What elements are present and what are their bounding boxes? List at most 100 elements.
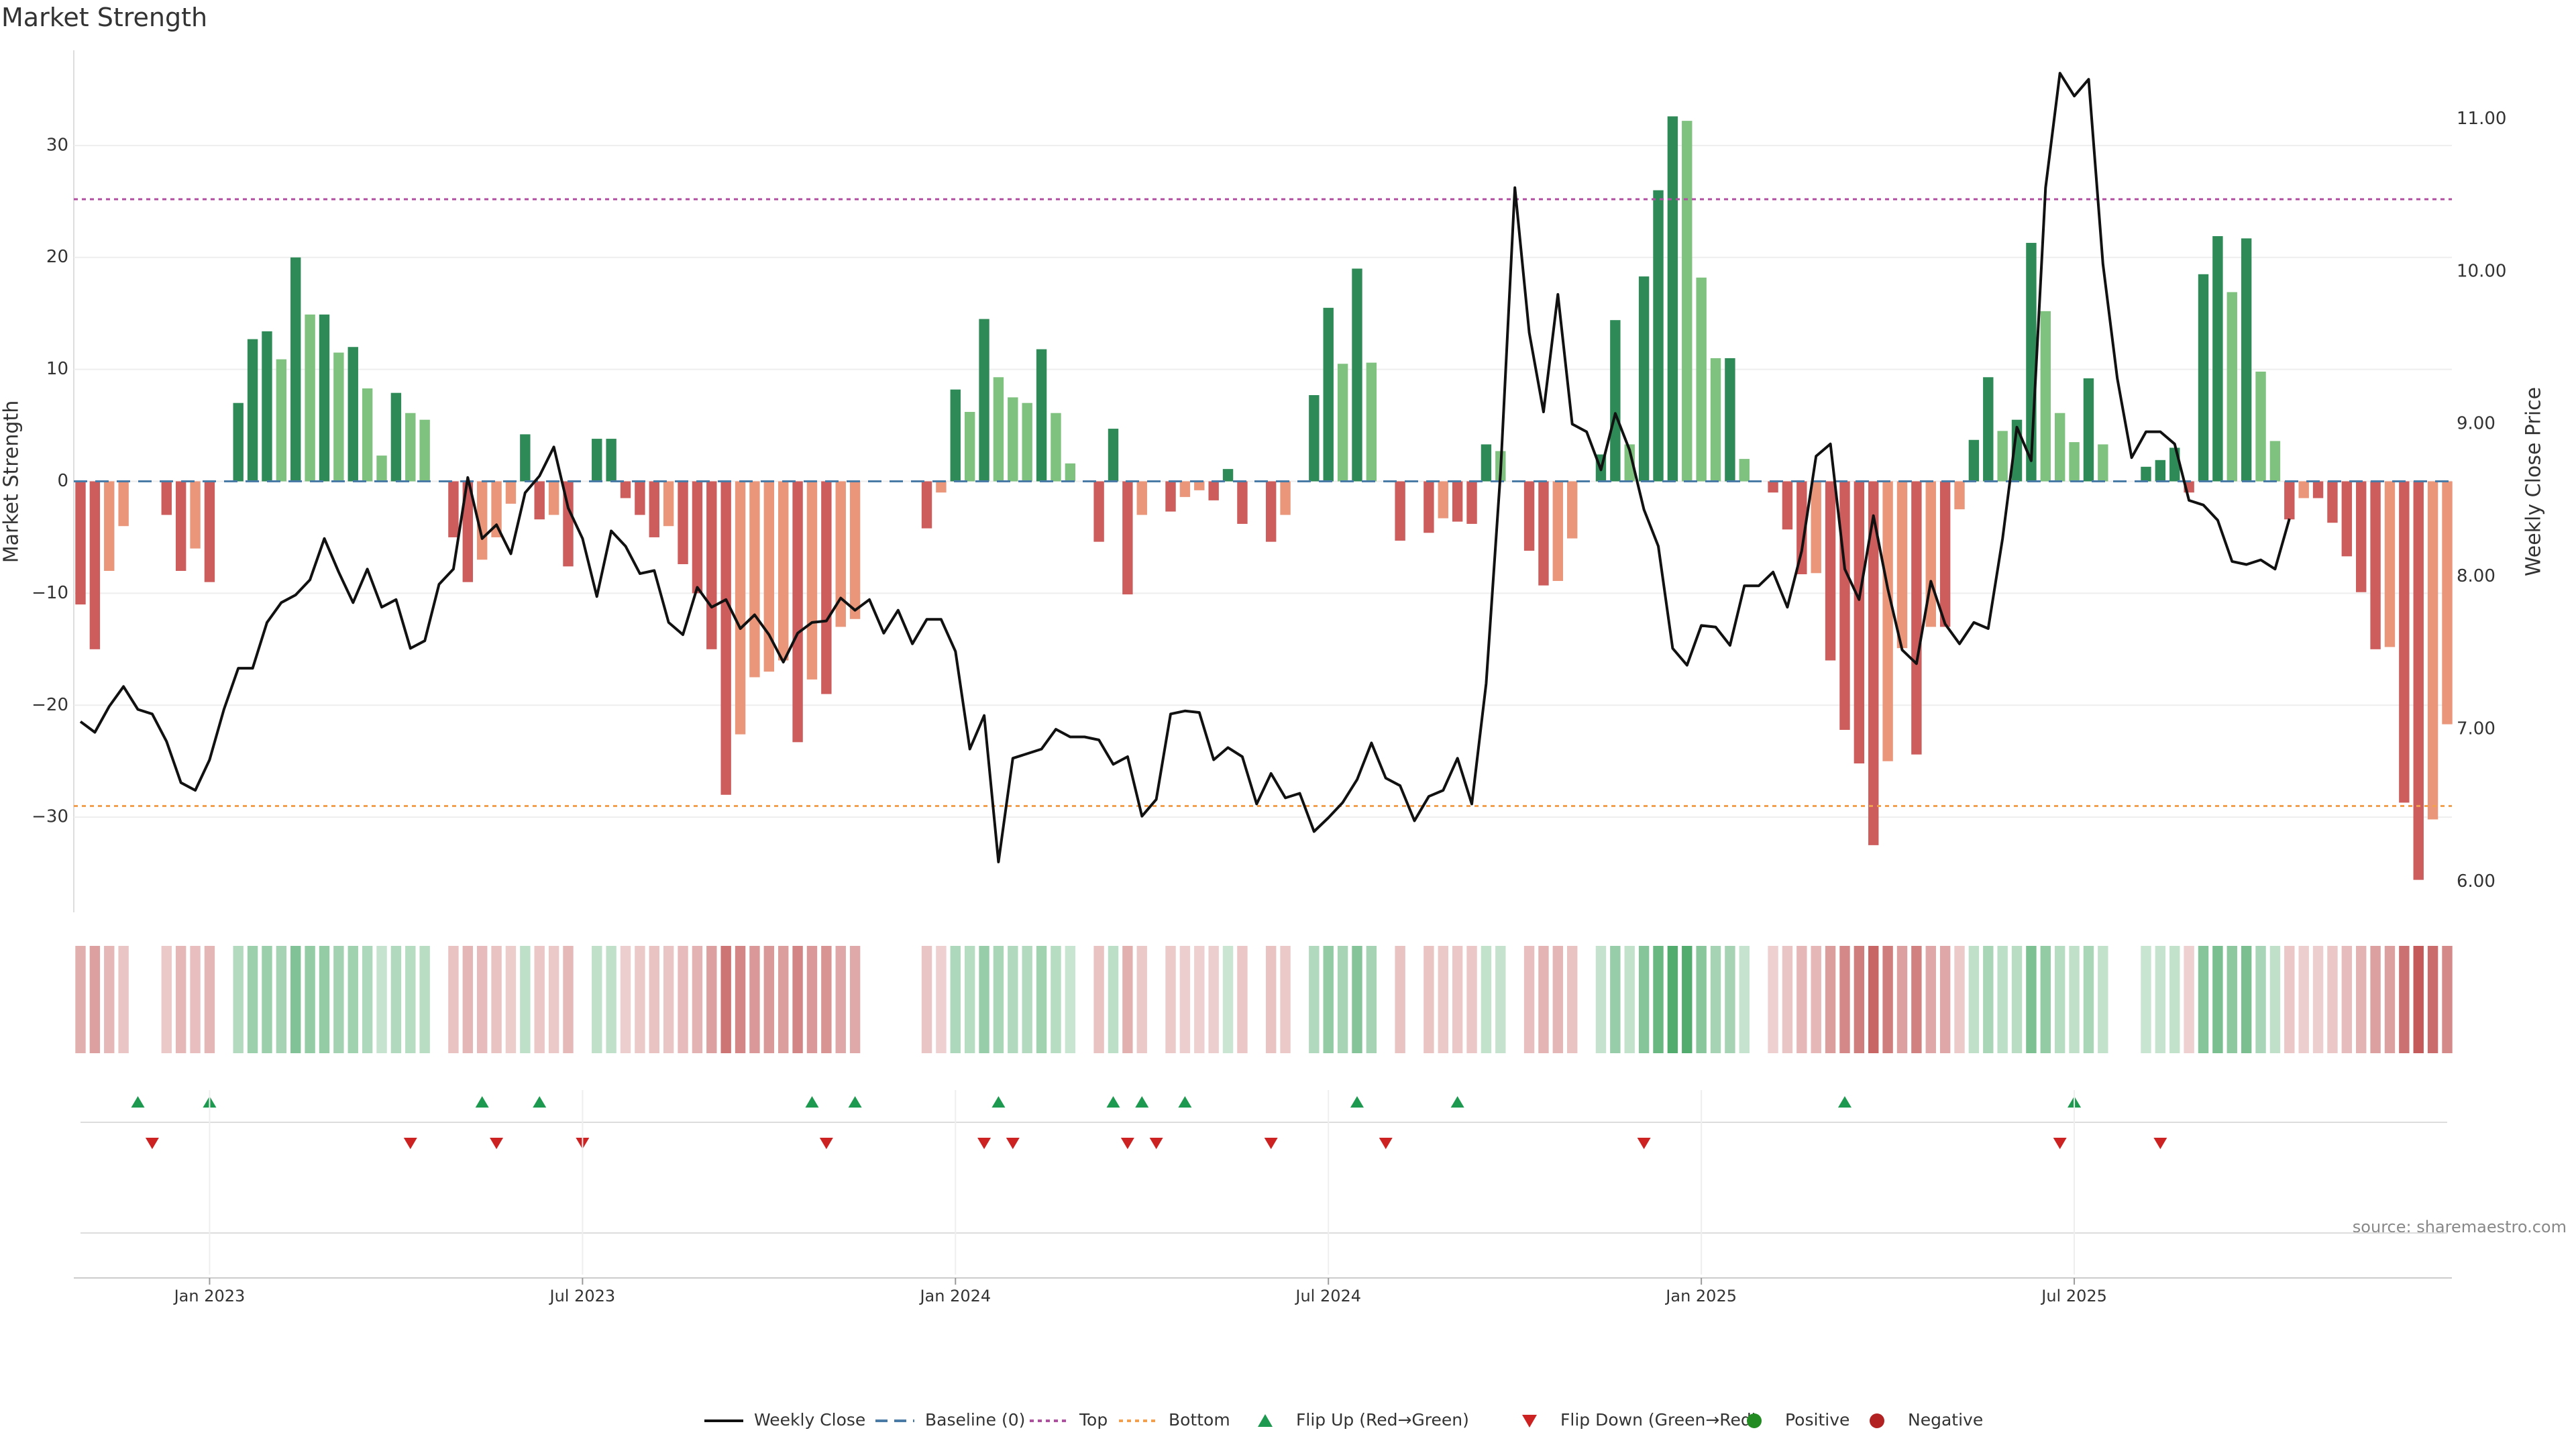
heat-cell — [204, 946, 215, 1053]
strength-bar — [204, 481, 215, 582]
strength-bar — [1093, 481, 1104, 542]
strength-bar — [1552, 481, 1564, 582]
heat-cell — [1638, 946, 1650, 1053]
flip-up-marker — [848, 1096, 862, 1108]
strength-bar — [1624, 444, 1635, 482]
strength-bar — [161, 481, 172, 515]
strength-bar — [405, 413, 416, 482]
strength-bar — [190, 481, 201, 549]
legend-item: Negative — [1870, 1410, 1983, 1430]
strength-bar — [1567, 481, 1578, 539]
heat-cell — [1222, 946, 1234, 1053]
heat-cell — [735, 946, 746, 1053]
strength-bar — [1854, 481, 1865, 764]
heat-cell — [2312, 946, 2324, 1053]
heat-cell — [1179, 946, 1191, 1053]
flip-up-marker — [991, 1096, 1006, 1108]
strength-bar — [319, 314, 330, 482]
strength-bar — [1352, 268, 1362, 482]
strength-bar — [491, 481, 502, 537]
heat-cell — [2399, 946, 2410, 1053]
strength-bar — [2356, 481, 2367, 592]
flip-down-marker — [403, 1138, 417, 1149]
left-tick-label: 20 — [46, 247, 68, 267]
strength-bar — [936, 481, 947, 493]
heat-cell — [1280, 946, 1291, 1053]
heat-cell — [276, 946, 287, 1053]
heat-cell — [1495, 946, 1506, 1053]
strength-bar — [390, 392, 402, 482]
heat-cell — [520, 946, 531, 1053]
heat-cell — [448, 946, 459, 1053]
strength-bar — [964, 412, 975, 482]
strength-bar — [548, 481, 559, 515]
strength-bar — [175, 481, 186, 572]
strength-bar — [2269, 441, 2281, 482]
heat-cell — [1424, 946, 1434, 1053]
strength-bar — [1725, 358, 1735, 482]
strength-bar — [2083, 378, 2094, 482]
heat-cell — [1739, 946, 1750, 1053]
flip-up-marker — [475, 1096, 489, 1108]
strength-bar — [778, 481, 789, 661]
legend-label: Baseline (0) — [925, 1410, 1025, 1430]
heat-cell — [1208, 946, 1219, 1053]
heat-cell — [806, 946, 818, 1053]
weekly-close-line — [79, 72, 2291, 863]
strength-bar — [1983, 377, 1994, 482]
strength-bar — [1165, 481, 1176, 512]
legend-item: Weekly Close — [704, 1410, 865, 1430]
legend-label: Positive — [1785, 1410, 1849, 1430]
heat-cell — [1983, 946, 1994, 1053]
strength-bar — [1939, 481, 1951, 627]
heat-cell — [2184, 946, 2194, 1053]
strength-bar — [2413, 481, 2424, 880]
strength-bar — [2255, 371, 2266, 482]
heat-cell — [2155, 946, 2166, 1053]
flip-down-marker — [2053, 1138, 2067, 1149]
strength-bar — [606, 439, 616, 482]
flip-down-marker — [1120, 1138, 1134, 1149]
strength-bar — [1954, 481, 1965, 510]
heat-cell — [1481, 946, 1492, 1053]
strength-bar — [950, 389, 961, 482]
left-tick-label: 30 — [46, 135, 68, 155]
heat-cell — [1366, 946, 1377, 1053]
heat-cell — [2269, 946, 2281, 1053]
right-axis-title: Weekly Close Price — [2522, 387, 2546, 576]
strength-bar — [849, 481, 861, 619]
legend-item: Baseline (0) — [875, 1410, 1025, 1430]
x-tick-label: Jul 2024 — [1294, 1287, 1361, 1305]
heat-cell — [678, 946, 688, 1053]
strength-bar — [448, 481, 459, 537]
strength-bar — [635, 481, 645, 515]
strength-bar — [1065, 463, 1076, 482]
strength-bar — [620, 481, 631, 498]
strength-bar — [1811, 481, 1821, 574]
strength-bar — [2098, 444, 2108, 482]
strength-bar — [2312, 481, 2324, 498]
flip-up-marker — [805, 1096, 819, 1108]
heat-cell — [376, 946, 387, 1053]
heat-cell — [950, 946, 961, 1053]
strength-bar — [1323, 307, 1334, 482]
heat-cell — [247, 946, 258, 1053]
heat-cell — [1323, 946, 1334, 1053]
right-tick-label: 7.00 — [2457, 719, 2496, 739]
heat-cell — [1093, 946, 1104, 1053]
strength-bar — [1051, 413, 1061, 482]
heat-cell — [534, 946, 545, 1053]
legend-positive-dot — [1747, 1413, 1762, 1428]
strength-bar — [1438, 481, 1448, 519]
strength-bar — [362, 388, 373, 482]
strength-bar — [520, 434, 531, 482]
strength-bar — [1481, 444, 1492, 482]
legend-flip-up-icon — [1258, 1414, 1273, 1427]
strength-bar — [1839, 481, 1850, 730]
heat-cell — [706, 946, 717, 1053]
flip-up-marker — [131, 1096, 145, 1108]
heat-cell — [1939, 946, 1951, 1053]
strength-bar — [376, 455, 387, 482]
flip-down-marker — [819, 1138, 833, 1149]
strength-bar — [835, 481, 846, 627]
